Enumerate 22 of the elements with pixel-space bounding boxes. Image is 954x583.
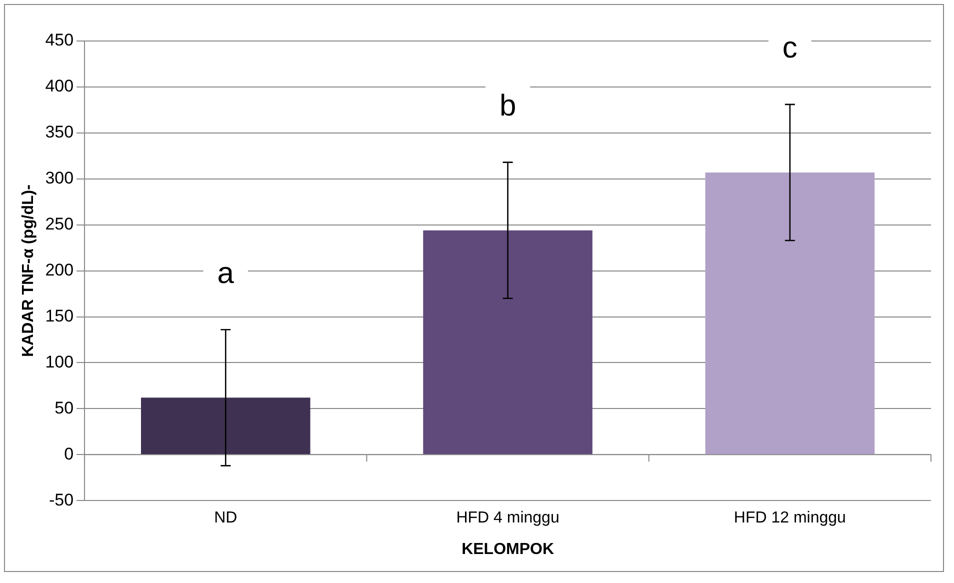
annotation: a (217, 256, 234, 290)
x-axis-title: KELOMPOK (462, 540, 554, 558)
y-tick-label: -50 (48, 490, 74, 510)
y-tick-label: 350 (45, 122, 74, 142)
y-tick-label: 300 (45, 168, 74, 188)
bar (705, 172, 875, 454)
y-tick-label: 50 (54, 398, 74, 418)
y-axis-title: KADAR TNF-α (pg/dL)- (20, 184, 38, 358)
y-tick-label: 450 (45, 30, 74, 50)
x-tick-label: HFD 12 minggu (734, 510, 846, 527)
bar (140, 398, 310, 454)
y-tick-label: 250 (45, 214, 74, 234)
annotation: b (499, 90, 516, 123)
x-tick-label: ND (214, 510, 238, 527)
annotation: c (782, 32, 798, 65)
y-tick-label: 0 (64, 444, 74, 464)
y-tick-label: 200 (45, 260, 74, 280)
y-tick-label: 400 (45, 76, 74, 96)
y-tick-label: 100 (45, 352, 74, 372)
bar (423, 230, 592, 454)
y-tick-label: 150 (45, 306, 74, 326)
x-tick-label: HFD 4 minggu (456, 510, 560, 527)
